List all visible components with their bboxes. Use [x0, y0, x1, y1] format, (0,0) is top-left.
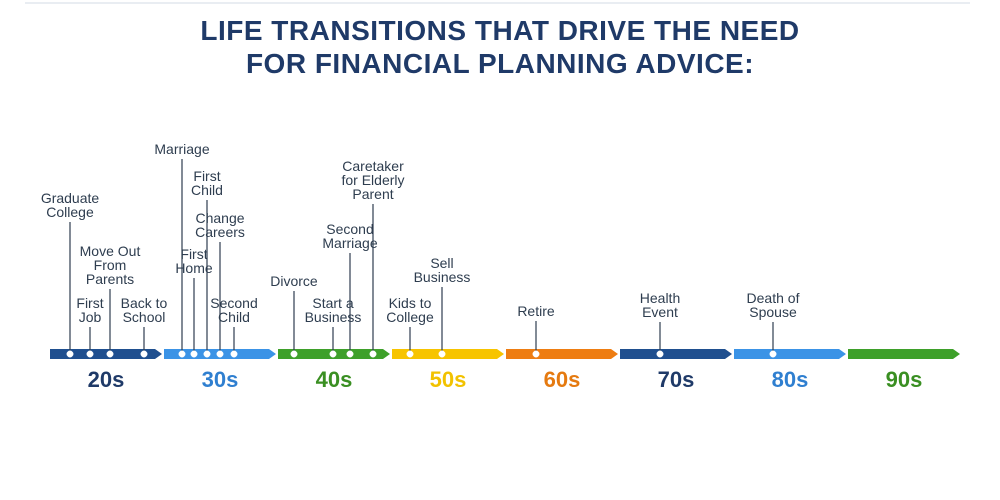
event-retire: Retire: [517, 303, 555, 358]
event-label: College: [46, 204, 94, 220]
event-marker: [86, 350, 94, 358]
top-divider: [25, 2, 970, 4]
page-title-line-1: LIFE TRANSITIONS THAT DRIVE THE NEED: [200, 15, 800, 46]
event-label: Caretaker: [342, 158, 404, 174]
decade-bar-80s: [734, 349, 846, 359]
event-marker: [406, 350, 414, 358]
event-label: Graduate: [41, 190, 100, 206]
event-marker: [178, 350, 186, 358]
event-label: Job: [79, 309, 102, 325]
event-marriage: Marriage: [154, 141, 210, 358]
decade-bar-20s: [50, 349, 162, 359]
decade-bar-70s: [620, 349, 732, 359]
event-marker: [190, 350, 198, 358]
event-label: Divorce: [270, 273, 318, 289]
event-label: First: [76, 295, 103, 311]
event-label: for Elderly: [341, 172, 404, 188]
decade-label-40s: 40s: [316, 367, 353, 392]
event-marker: [203, 350, 211, 358]
decade-label-30s: 30s: [202, 367, 239, 392]
decade-label-60s: 60s: [544, 367, 581, 392]
event-marker: [106, 350, 114, 358]
event-label: Marriage: [154, 141, 209, 157]
page-title-line-2: FOR FINANCIAL PLANNING ADVICE:: [245, 48, 755, 79]
event-label: Careers: [195, 224, 245, 240]
event-label: First: [180, 246, 207, 262]
event-label: Child: [218, 309, 250, 325]
event-marker: [656, 350, 664, 358]
event-label: Kids to: [389, 295, 432, 311]
event-marker: [438, 350, 446, 358]
event-label: First: [193, 168, 220, 184]
event-label: Retire: [517, 303, 555, 319]
decade-label-20s: 20s: [88, 367, 125, 392]
event-label: Back to: [121, 295, 168, 311]
event-marker: [66, 350, 74, 358]
event-label: Parent: [352, 186, 393, 202]
event-marker: [329, 350, 337, 358]
event-label: Start a: [312, 295, 353, 311]
event-marker: [532, 350, 540, 358]
event-marker: [140, 350, 148, 358]
event-marker: [369, 350, 377, 358]
event-label: Sell: [430, 255, 453, 271]
event-label: College: [386, 309, 434, 325]
event-label: Death of: [747, 290, 800, 306]
event-label: Home: [175, 260, 213, 276]
event-label: Move Out: [80, 243, 141, 259]
decade-bar-50s: [392, 349, 504, 359]
event-label: Event: [642, 304, 678, 320]
event-marker: [216, 350, 224, 358]
event-divorce: Divorce: [270, 273, 318, 358]
decade-bar-90s: [848, 349, 960, 359]
event-marker: [290, 350, 298, 358]
event-label: Marriage: [322, 235, 377, 251]
decade-label-70s: 70s: [658, 367, 695, 392]
event-label: Second: [326, 221, 373, 237]
decade-label-80s: 80s: [772, 367, 809, 392]
event-label: Health: [640, 290, 680, 306]
decade-label-90s: 90s: [886, 367, 923, 392]
event-label: Parents: [86, 271, 134, 287]
event-marker: [346, 350, 354, 358]
event-label: Spouse: [749, 304, 797, 320]
decade-label-50s: 50s: [430, 367, 467, 392]
event-label: Business: [305, 309, 362, 325]
event-label: From: [94, 257, 127, 273]
event-label: Child: [191, 182, 223, 198]
decade-bars: [50, 349, 960, 359]
event-label: Second: [210, 295, 257, 311]
event-label: School: [123, 309, 166, 325]
event-marker: [769, 350, 777, 358]
event-label: Change: [195, 210, 244, 226]
event-marker: [230, 350, 238, 358]
event-label: Business: [414, 269, 471, 285]
decade-bar-60s: [506, 349, 618, 359]
